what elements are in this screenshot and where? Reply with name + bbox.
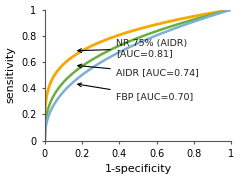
Text: FBP [AUC=0.70]: FBP [AUC=0.70]: [78, 83, 193, 101]
Text: NR 75% (AIDR)
[AUC=0.81]: NR 75% (AIDR) [AUC=0.81]: [78, 39, 187, 58]
X-axis label: 1-specificity: 1-specificity: [104, 165, 172, 174]
Y-axis label: sensitivity: sensitivity: [6, 47, 16, 104]
Text: AIDR [AUC=0.74]: AIDR [AUC=0.74]: [78, 64, 198, 78]
